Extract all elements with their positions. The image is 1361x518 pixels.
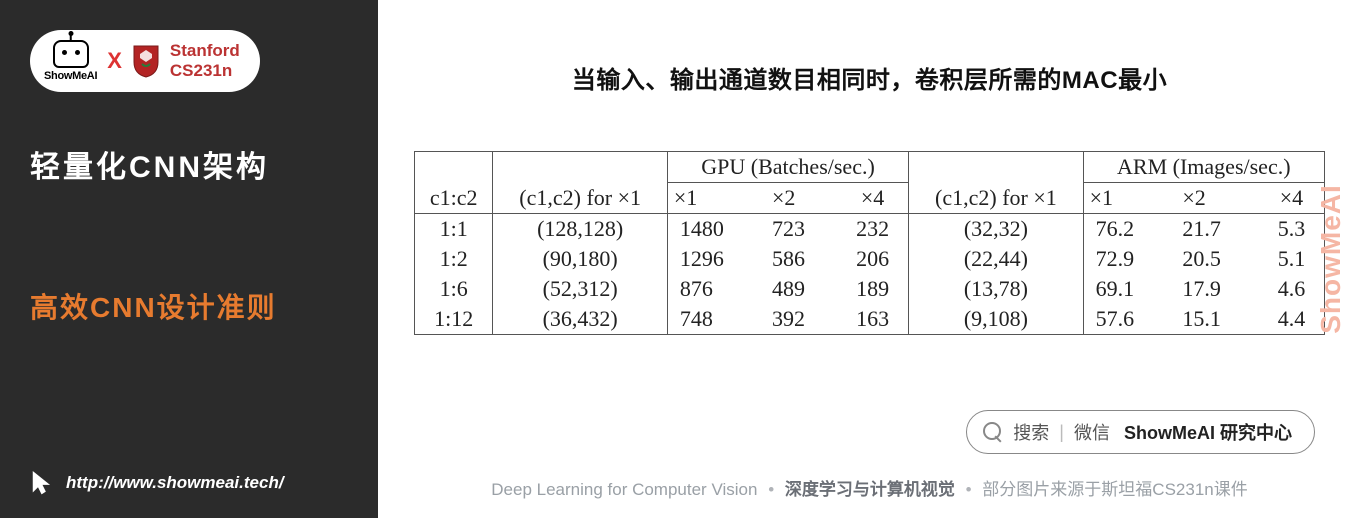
cell-gpu-x1: 748 [667,304,766,335]
cell-arm-x4: 5.3 [1259,214,1325,245]
cell-arm-x2: 15.1 [1176,304,1259,335]
search-icon [983,422,1003,442]
th-arm: ARM (Images/sec.) [1083,152,1324,183]
footer-left: Deep Learning for Computer Vision [491,480,757,499]
cell-gpu-pair: (36,432) [493,304,667,335]
cell-gpu-pair: (128,128) [493,214,667,245]
th-arm-x2: ×2 [1176,183,1259,214]
cell-gpu-x4: 232 [837,214,909,245]
footer-dot-2: • [966,480,972,499]
slide: ShowMeAI X Stanford CS231n 轻量化CNN架构 高效CN… [0,0,1361,518]
cell-gpu-pair: (52,312) [493,274,667,304]
cell-arm-x1: 57.6 [1083,304,1176,335]
th-gpu-x4: ×4 [837,183,909,214]
stanford-line2: CS231n [170,61,240,81]
sidebar-link-text: http://www.showmeai.tech/ [66,473,284,493]
cell-gpu-x4: 163 [837,304,909,335]
th-ratio: c1:c2 [415,183,493,214]
table-row: 1:12(36,432)748392163(9,108)57.615.14.4 [415,304,1325,335]
cell-gpu-x2: 392 [766,304,837,335]
table-header-2: c1:c2 (c1,c2) for ×1 ×1 ×2 ×4 (c1,c2) fo… [415,183,1325,214]
cell-arm-x2: 20.5 [1176,244,1259,274]
footer-mid: 深度学习与计算机视觉 [785,480,955,499]
sidebar-link[interactable]: http://www.showmeai.tech/ [30,470,284,496]
cell-ratio: 1:1 [415,214,493,245]
cell-arm-pair: (22,44) [909,244,1083,274]
badge-separator: X [107,48,122,74]
sidebar-subtitle: 高效CNN设计准则 [30,286,378,326]
cell-gpu-x2: 586 [766,244,837,274]
sidebar: ShowMeAI X Stanford CS231n 轻量化CNN架构 高效CN… [0,0,378,518]
cell-arm-x4: 5.1 [1259,244,1325,274]
main-panel: ShowMeAI 当输入、输出通道数目相同时，卷积层所需的MAC最小 GPU (… [378,0,1361,518]
stanford-label: Stanford CS231n [170,41,240,80]
brand-badge: ShowMeAI X Stanford CS231n [30,30,260,92]
cell-gpu-x2: 489 [766,274,837,304]
cell-arm-x1: 72.9 [1083,244,1176,274]
th-gpu-x1: ×1 [667,183,766,214]
search-bold: ShowMeAI 研究中心 [1124,419,1292,445]
badge-wrap: ShowMeAI X Stanford CS231n [0,0,378,92]
th-gpu-pair: (c1,c2) for ×1 [493,183,667,214]
cell-gpu-x1: 876 [667,274,766,304]
cell-arm-x1: 69.1 [1083,274,1176,304]
cell-gpu-pair: (90,180) [493,244,667,274]
th-arm-x1: ×1 [1083,183,1176,214]
th-empty-1 [493,152,667,183]
cell-arm-x4: 4.4 [1259,304,1325,335]
cursor-icon [30,470,52,496]
cell-gpu-x2: 723 [766,214,837,245]
cell-ratio: 1:6 [415,274,493,304]
stanford-line1: Stanford [170,41,240,61]
cell-gpu-x4: 189 [837,274,909,304]
th-gpu: GPU (Batches/sec.) [667,152,908,183]
cell-arm-pair: (13,78) [909,274,1083,304]
search-sep: | [1059,422,1064,443]
search-via: 微信 [1074,419,1110,445]
cell-gpu-x1: 1296 [667,244,766,274]
table-header-1: GPU (Batches/sec.) ARM (Images/sec.) [415,152,1325,183]
slide-heading: 当输入、输出通道数目相同时，卷积层所需的MAC最小 [378,60,1361,95]
cell-gpu-x1: 1480 [667,214,766,245]
cell-arm-x4: 4.6 [1259,274,1325,304]
cell-arm-x1: 76.2 [1083,214,1176,245]
cell-ratio: 1:2 [415,244,493,274]
table-row: 1:6(52,312)876489189(13,78)69.117.94.6 [415,274,1325,304]
footer-right: 部分图片来源于斯坦福CS231n课件 [982,480,1247,499]
th-empty-0 [415,152,493,183]
cell-arm-pair: (9,108) [909,304,1083,335]
th-arm-x4: ×4 [1259,183,1325,214]
cell-arm-x2: 17.9 [1176,274,1259,304]
logo-label: ShowMeAI [44,70,97,82]
sidebar-title: 轻量化CNN架构 [30,142,378,186]
cell-gpu-x4: 206 [837,244,909,274]
footer: Deep Learning for Computer Vision • 深度学习… [378,475,1361,500]
cell-arm-pair: (32,32) [909,214,1083,245]
stanford-shield-icon [132,44,160,78]
mac-table-wrap: GPU (Batches/sec.) ARM (Images/sec.) c1:… [414,151,1325,335]
showmeai-logo: ShowMeAI [44,40,97,82]
cell-arm-x2: 21.7 [1176,214,1259,245]
th-arm-pair: (c1,c2) for ×1 [909,183,1083,214]
th-gpu-x2: ×2 [766,183,837,214]
robot-icon [53,40,89,68]
table-row: 1:1(128,128)1480723232(32,32)76.221.75.3 [415,214,1325,245]
th-empty-4 [909,152,1083,183]
mac-table: GPU (Batches/sec.) ARM (Images/sec.) c1:… [414,151,1325,335]
footer-dot-1: • [768,480,774,499]
table-row: 1:2(90,180)1296586206(22,44)72.920.55.1 [415,244,1325,274]
search-prefix: 搜索 [1013,419,1049,445]
search-pill[interactable]: 搜索 | 微信 ShowMeAI 研究中心 [966,410,1315,454]
cell-ratio: 1:12 [415,304,493,335]
